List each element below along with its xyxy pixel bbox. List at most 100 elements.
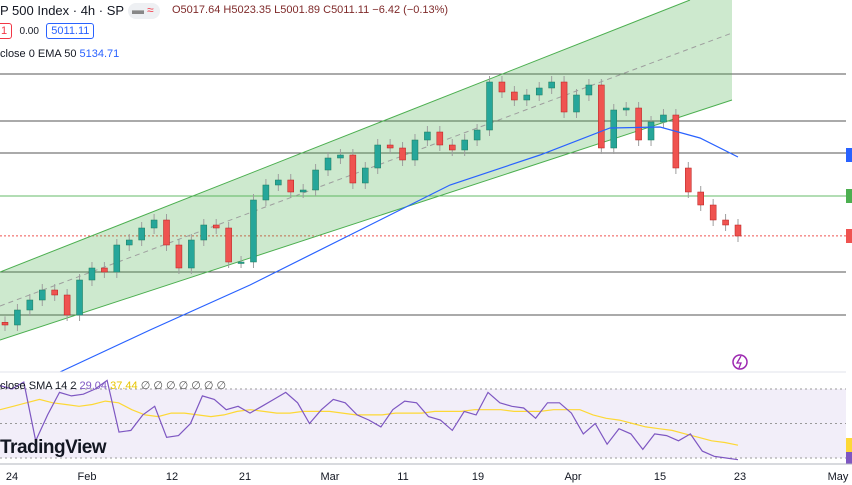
buy-button[interactable]: 5011.11 <box>46 23 95 39</box>
candle <box>349 154 357 184</box>
candle <box>362 167 369 184</box>
sell-button[interactable]: 1 <box>0 23 13 39</box>
visibility-toggle[interactable]: ▬ ≈ <box>128 3 160 19</box>
candle <box>548 81 555 89</box>
time-axis-label: Mar <box>321 471 340 483</box>
change-value: −6.42 (−0.13%) <box>372 4 449 16</box>
candle <box>63 294 71 316</box>
channel-upper-line <box>0 0 691 273</box>
candle <box>535 87 543 96</box>
candle <box>287 179 294 193</box>
candle <box>610 109 618 149</box>
rsi-sma-marker <box>846 438 852 452</box>
time-axis-label: 19 <box>472 471 484 483</box>
time-axis-label: 15 <box>654 471 666 483</box>
candle <box>598 84 605 149</box>
lightning-icon[interactable] <box>732 354 748 370</box>
candle <box>337 154 344 159</box>
candle <box>1 322 9 326</box>
time-axis-label: May <box>828 471 849 483</box>
rsi-sma-line <box>0 398 739 446</box>
time-axis-label: 21 <box>239 471 251 483</box>
candle <box>250 199 257 263</box>
time-axis-label: Apr <box>564 471 581 483</box>
rsi-legend[interactable]: close SMA 14 2 29.04 37.44 ∅ ∅ ∅ ∅ ∅ ∅ ∅ <box>0 379 226 392</box>
time-axis-label: Feb <box>78 471 97 483</box>
green-level-marker <box>846 189 852 203</box>
candle <box>672 114 680 169</box>
candle <box>76 279 83 316</box>
time-axis-label: 12 <box>166 471 178 483</box>
candle <box>88 267 96 281</box>
candle <box>200 224 208 241</box>
candle <box>622 107 630 111</box>
rsi-sma-value: 37.44 <box>110 380 138 392</box>
candle <box>312 169 319 191</box>
last-price-marker <box>846 229 852 243</box>
ema-price-marker <box>846 148 852 162</box>
rsi-value: 29.04 <box>79 380 108 392</box>
close-value: C5011.11 <box>323 4 370 16</box>
candle <box>647 121 655 141</box>
channel-lower-line <box>0 99 733 341</box>
ema-label: close 0 EMA 50 <box>0 48 77 60</box>
candle <box>39 289 46 301</box>
time-axis-label: 24 <box>6 471 18 483</box>
candle <box>150 219 158 229</box>
time-axis[interactable]: 24 Feb 12 21 Mar 11 19 Apr 15 23 May <box>6 471 849 483</box>
candle <box>212 224 220 229</box>
candle <box>374 144 381 169</box>
tradingview-logo[interactable]: TradingView <box>0 437 107 458</box>
candle <box>560 81 568 113</box>
candle <box>175 244 183 269</box>
rsi-label: close SMA 14 2 <box>0 380 77 392</box>
candle <box>473 129 481 141</box>
ema-legend[interactable]: close 0 EMA 50 5134.71 <box>0 48 119 60</box>
time-axis-label: 11 <box>397 471 408 483</box>
candle <box>26 299 34 311</box>
time-axis-label: 23 <box>734 471 746 483</box>
candle <box>573 94 580 113</box>
spread-value: 0.00 <box>19 26 39 37</box>
candle <box>299 189 307 193</box>
candle <box>523 94 531 101</box>
candle <box>262 184 270 201</box>
candle <box>125 239 133 246</box>
low-value: L5001.89 <box>274 4 321 16</box>
candle <box>709 204 717 221</box>
ema-value: 5134.71 <box>79 48 120 60</box>
candle <box>386 144 394 149</box>
candle <box>324 157 332 171</box>
candle <box>163 219 170 246</box>
candle <box>411 139 419 161</box>
candle <box>399 147 406 161</box>
high-value: H5023.35 <box>223 4 272 16</box>
candle <box>138 227 145 241</box>
candle <box>113 244 121 273</box>
candle <box>660 114 667 123</box>
candle <box>188 239 195 269</box>
candle <box>275 179 282 186</box>
candle <box>449 144 456 151</box>
candle <box>635 107 642 141</box>
candle <box>511 91 518 101</box>
rsi-line <box>0 379 739 461</box>
candle <box>697 191 704 206</box>
candle <box>51 289 58 296</box>
candle <box>722 219 729 226</box>
rsi-na-values: ∅ ∅ ∅ ∅ ∅ ∅ ∅ <box>140 380 227 392</box>
candle <box>585 84 593 96</box>
candle <box>424 131 431 141</box>
ema-50-line <box>59 126 739 373</box>
candle <box>461 139 468 151</box>
candle <box>14 309 21 326</box>
candle <box>237 261 245 264</box>
price-scale[interactable] <box>846 0 852 370</box>
candle <box>486 81 493 131</box>
candle <box>436 131 444 146</box>
symbol-title[interactable]: P 500 Index · 4h · SP <box>0 3 125 18</box>
open-value: O5017.64 <box>172 4 221 16</box>
candle <box>685 167 692 193</box>
rsi-marker <box>846 452 852 464</box>
